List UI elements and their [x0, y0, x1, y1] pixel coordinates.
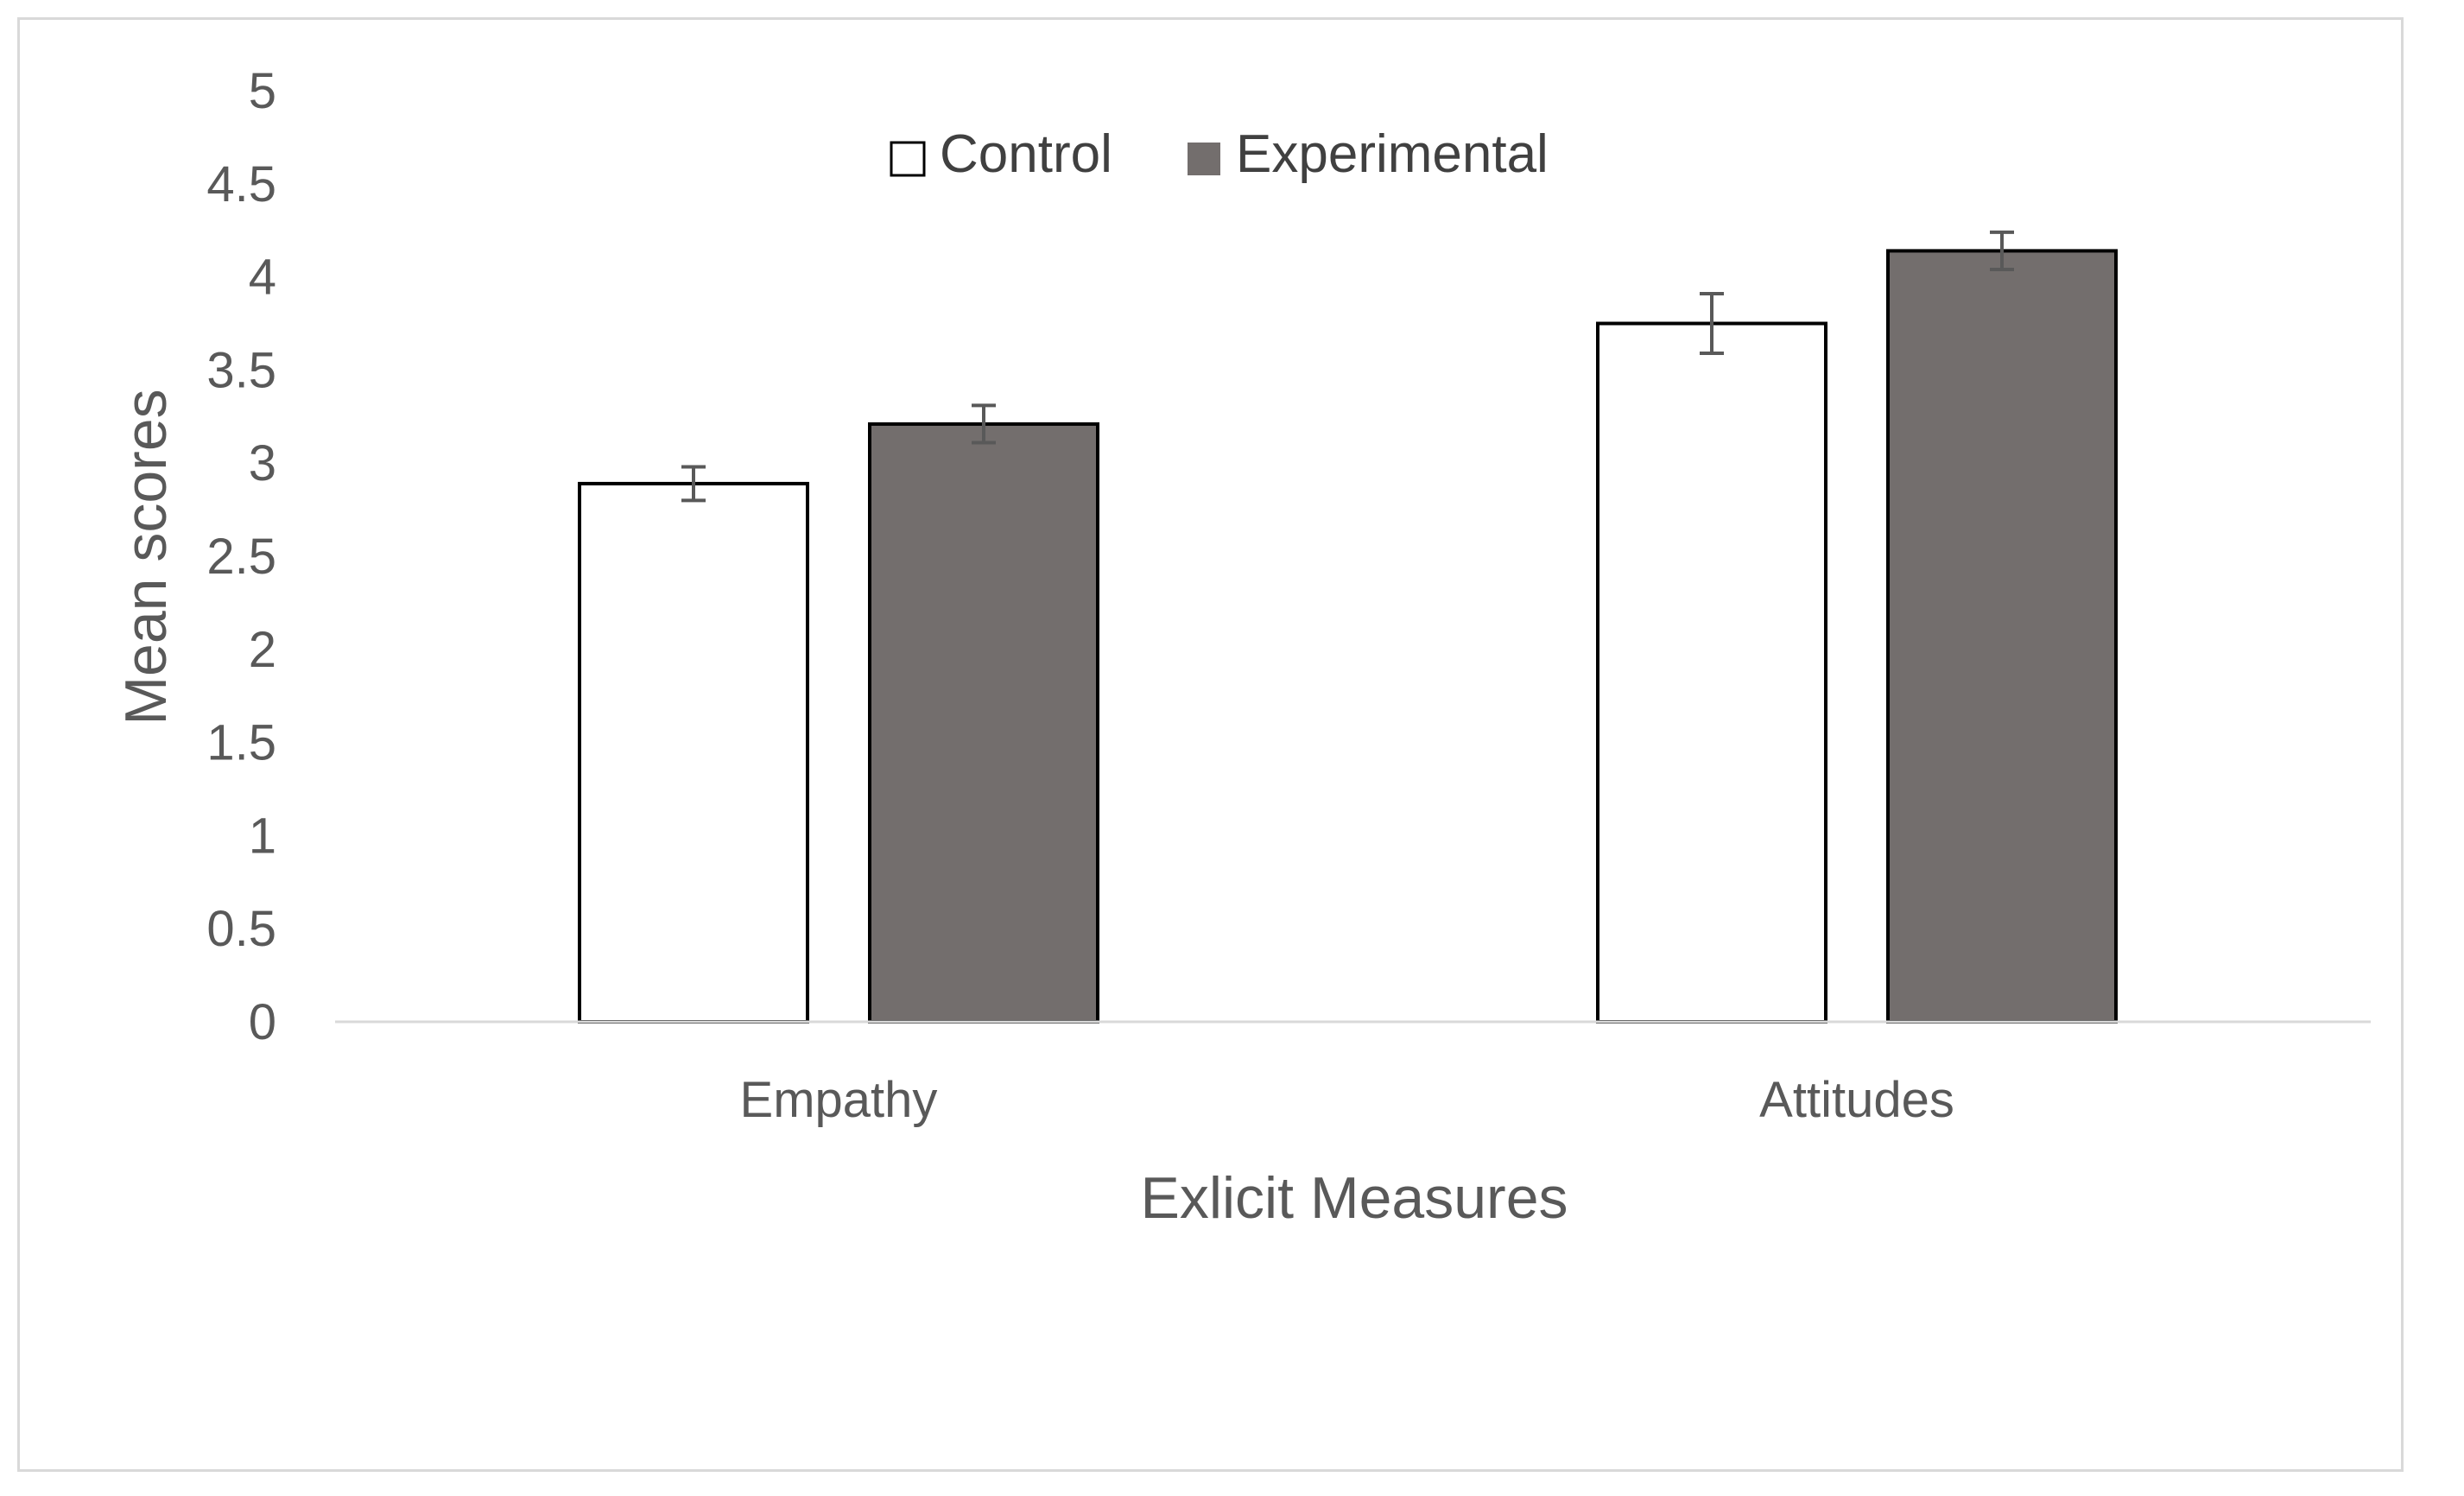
legend-label-experimental: Experimental [1236, 124, 1549, 184]
y-tick-label: 1 [249, 808, 276, 864]
legend: Control Experimental [890, 124, 1549, 184]
x-tick-label-empathy: Empathy [740, 1072, 938, 1128]
y-tick-label: 1.5 [206, 715, 276, 771]
bars [578, 249, 2118, 1024]
y-tick-label: 2.5 [206, 529, 276, 585]
legend-label-control: Control [940, 124, 1112, 184]
bar-experimental-empathy [868, 422, 1099, 1024]
bar-control-attitudes [1596, 321, 1827, 1024]
error-bars [681, 230, 2014, 503]
x-tick-label-attitudes: Attitudes [1759, 1072, 1954, 1128]
y-axis-title: Mean scores [113, 389, 179, 725]
y-tick-label: 0.5 [206, 901, 276, 957]
y-tick-label: 3 [249, 435, 276, 491]
bar-control-empathy [578, 481, 809, 1024]
legend-swatch-control [890, 141, 926, 177]
legend-swatch-experimental [1188, 143, 1220, 175]
y-tick-label: 2 [249, 622, 276, 678]
y-axis-ticks: 0 0.5 1 1.5 2 2.5 3 3.5 4 4.5 5 [206, 63, 276, 1050]
bar-experimental-attitudes [1886, 249, 2118, 1024]
y-tick-label: 0 [249, 994, 276, 1050]
y-tick-label: 4.5 [206, 156, 276, 212]
y-tick-label: 5 [249, 63, 276, 119]
y-tick-label: 4 [249, 250, 276, 306]
x-axis-title: Exlicit Measures [1140, 1165, 1568, 1231]
x-axis-labels: Empathy Attitudes [740, 1072, 1954, 1128]
y-tick-label: 3.5 [206, 342, 276, 398]
